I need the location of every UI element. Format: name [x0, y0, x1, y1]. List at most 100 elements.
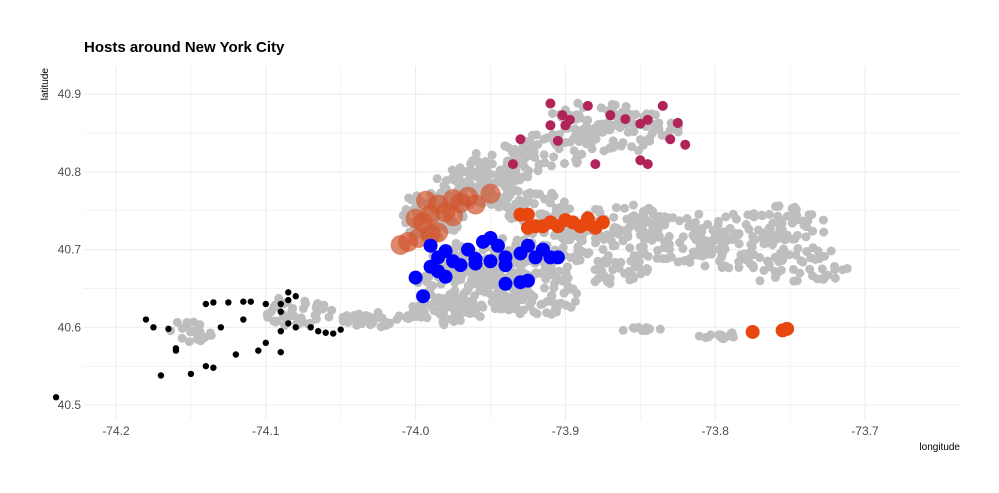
background-point: [801, 232, 811, 242]
data-point: [292, 324, 299, 331]
background-point: [466, 159, 476, 169]
background-point: [621, 102, 631, 112]
background-point: [713, 216, 723, 226]
background-point: [734, 257, 744, 267]
data-point: [657, 100, 668, 111]
background-point: [559, 235, 569, 245]
background-point: [757, 211, 767, 221]
background-point: [487, 280, 497, 290]
background-point: [591, 238, 601, 248]
data-point: [528, 250, 543, 265]
background-point: [177, 333, 187, 343]
data-point: [202, 362, 210, 370]
background-point: [791, 250, 801, 260]
background-point: [673, 257, 683, 267]
background-point: [552, 299, 562, 309]
background-point: [485, 169, 495, 179]
background-point: [625, 275, 635, 285]
data-point: [416, 190, 437, 211]
background-point: [627, 142, 637, 152]
data-point: [255, 347, 262, 354]
background-point: [830, 273, 840, 283]
background-point: [808, 243, 818, 253]
background-point: [490, 299, 500, 309]
background-point: [599, 146, 609, 156]
background-point: [688, 247, 698, 257]
background-point: [540, 194, 550, 204]
data-point: [225, 299, 232, 306]
data-point: [210, 299, 217, 306]
background-point: [510, 176, 520, 186]
background-point: [643, 251, 653, 261]
background-point: [620, 203, 630, 213]
y-tick-label: 40.9: [58, 87, 82, 101]
data-point: [461, 242, 476, 257]
background-point: [733, 230, 743, 240]
data-point: [582, 100, 593, 111]
x-tick-label: -73.8: [702, 424, 730, 438]
background-point: [678, 232, 688, 242]
data-point: [52, 394, 60, 401]
background-point: [489, 291, 499, 301]
background-point: [352, 320, 362, 330]
background-point: [471, 148, 481, 158]
background-point: [518, 155, 528, 165]
background-point: [655, 324, 665, 334]
data-point: [605, 110, 616, 121]
highlight-points: [52, 98, 795, 401]
background-point: [532, 309, 542, 319]
data-point: [507, 159, 518, 170]
background-point: [503, 178, 513, 188]
data-point: [520, 273, 535, 288]
background-point: [510, 297, 520, 307]
y-axis-ticks: 40.5 40.6 40.7 40.8 40.9: [58, 87, 82, 412]
data-point: [552, 135, 563, 146]
background-point: [310, 310, 320, 320]
background-point: [298, 303, 308, 313]
data-point: [780, 321, 795, 336]
background-point: [653, 245, 663, 255]
background-point: [703, 332, 713, 342]
y-axis-label: latitude: [40, 68, 51, 101]
background-point: [717, 263, 727, 273]
background-point: [724, 263, 734, 273]
background-point: [807, 271, 817, 281]
background-point: [606, 236, 616, 246]
background-point: [799, 220, 809, 230]
background-point: [771, 201, 781, 211]
background-point: [666, 124, 676, 134]
background-point: [757, 233, 767, 243]
background-point: [531, 189, 541, 199]
background-point: [540, 263, 550, 273]
background-point: [566, 229, 576, 239]
background-point: [721, 212, 731, 222]
data-point: [150, 324, 157, 331]
background-point: [548, 129, 558, 139]
background-point: [690, 226, 700, 236]
background-point: [792, 276, 802, 286]
data-point: [307, 324, 314, 331]
background-point: [573, 98, 583, 108]
background-point: [746, 239, 756, 249]
background-point: [629, 251, 639, 261]
background-point: [717, 242, 727, 252]
data-point: [285, 289, 292, 296]
background-point: [780, 235, 790, 245]
background-point: [781, 249, 791, 259]
data-point: [277, 327, 284, 335]
background-point: [501, 202, 511, 212]
data-point: [285, 320, 292, 327]
background-point: [700, 261, 710, 271]
background-point: [543, 296, 553, 306]
data-point: [337, 326, 344, 333]
background-point: [394, 311, 404, 321]
background-point: [625, 243, 635, 253]
background-point: [648, 206, 658, 216]
background-point: [547, 189, 557, 199]
data-point: [557, 110, 568, 121]
x-tick-label: -73.9: [552, 424, 580, 438]
background-point: [432, 174, 442, 184]
x-axis-ticks: -74.2 -74.1 -74.0 -73.9 -73.8 -73.7: [102, 424, 879, 438]
background-point: [598, 244, 608, 254]
background-point: [765, 224, 775, 234]
